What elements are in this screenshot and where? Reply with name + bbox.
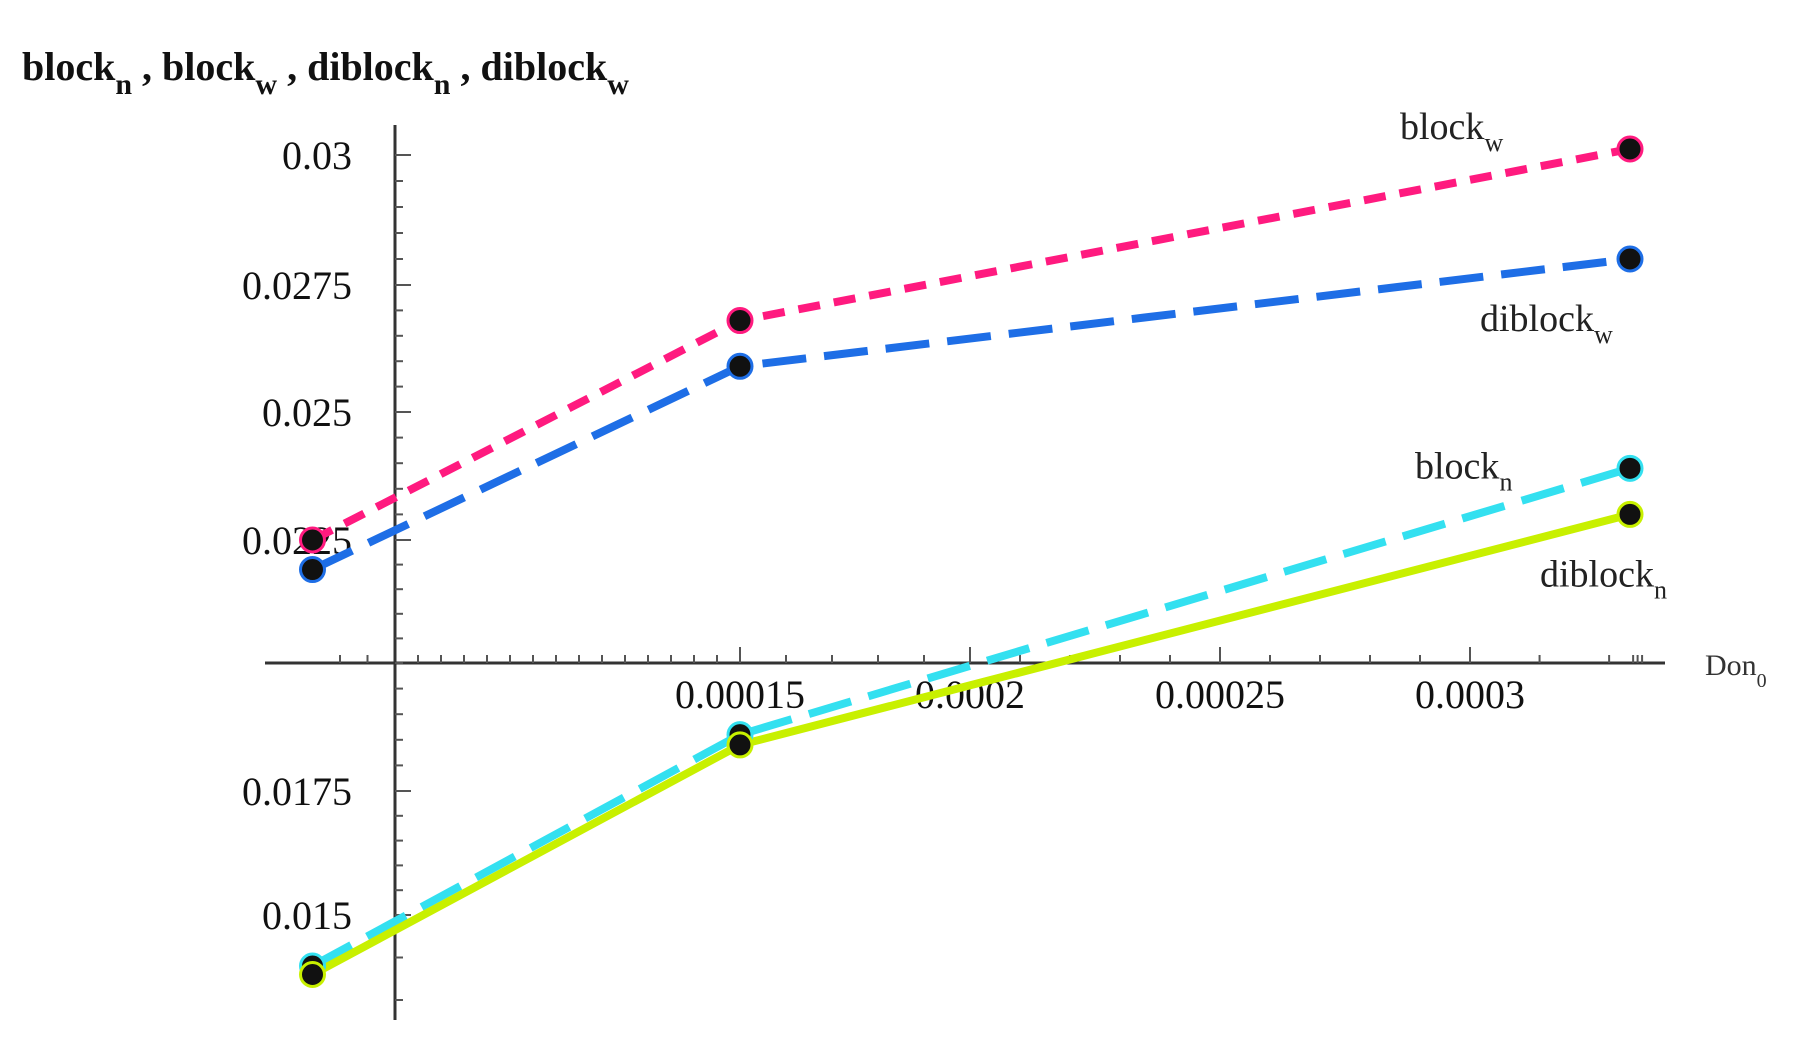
series-label: blockn <box>1415 445 1512 496</box>
data-point <box>1616 135 1644 163</box>
chart-title-text: blockn , blockw , diblockn , diblockw <box>22 44 629 101</box>
chart-title: blockn , blockw , diblockn , diblockw <box>22 44 629 101</box>
x-tick-label: 0.00025 <box>1155 672 1285 717</box>
data-point <box>726 731 754 759</box>
data-point <box>1616 454 1644 482</box>
data-point <box>1616 500 1644 528</box>
y-tick-label: 0.0175 <box>242 769 352 814</box>
y-tick-label: 0.015 <box>262 893 352 938</box>
data-point <box>726 352 754 380</box>
series-line-diblock-w <box>310 255 1631 574</box>
data-point <box>299 556 326 584</box>
series-labels: blockw diblockw blockn diblockn <box>1400 106 1667 604</box>
data-point <box>299 526 326 554</box>
x-tick-label: 0.0003 <box>1415 672 1525 717</box>
data-point <box>299 961 326 988</box>
data-points <box>299 135 1644 988</box>
y-tick-label: 0.025 <box>262 390 352 435</box>
series-line-diblock-n <box>310 510 1632 979</box>
x-tick-label: 0.00015 <box>675 672 805 717</box>
y-tick-label: 0.03 <box>282 133 352 178</box>
series-label: diblockn <box>1540 553 1667 604</box>
data-point <box>1616 245 1644 273</box>
axes: 0.00015 0.0002 0.00025 0.00030.0150.01750.0… <box>242 125 1767 1020</box>
y-tick-label: 0.0275 <box>242 263 352 308</box>
series-label: diblockw <box>1480 298 1613 349</box>
series-label: blockw <box>1400 106 1503 157</box>
series-lines <box>310 145 1632 979</box>
data-point <box>726 307 754 335</box>
x-axis-label: Don0 <box>1705 649 1767 692</box>
series-line-block-n <box>310 464 1632 970</box>
